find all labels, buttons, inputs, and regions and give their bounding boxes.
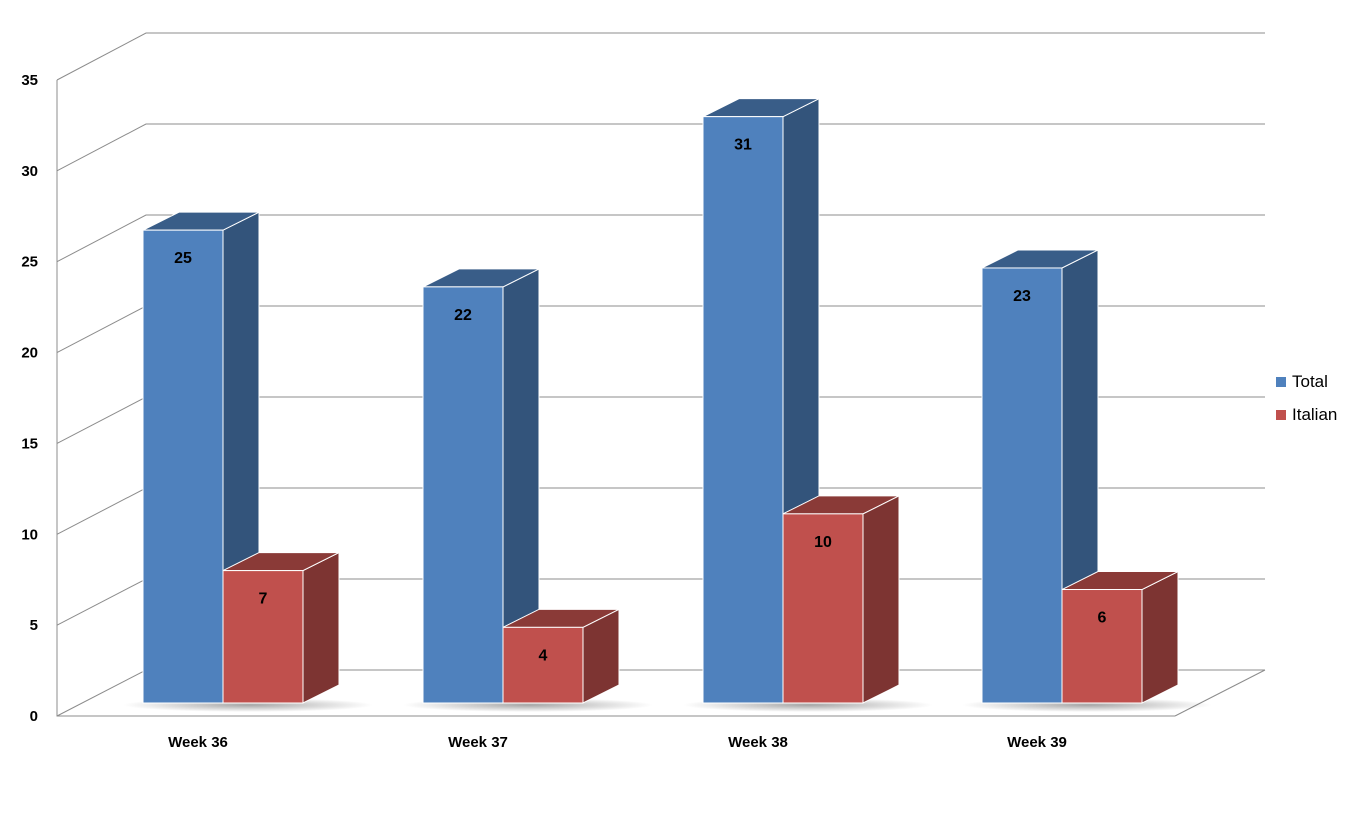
bar-front-face xyxy=(702,116,784,704)
y-tick-label: 15 xyxy=(21,435,38,452)
data-label: 25 xyxy=(174,250,192,267)
x-tick-label: Week 37 xyxy=(448,734,508,751)
legend-label-total: Total xyxy=(1292,371,1328,391)
gridline xyxy=(56,214,1265,263)
x-tick-label: Week 39 xyxy=(1007,734,1067,751)
bar-italian-week-37 xyxy=(502,608,620,704)
y-tick-label: 5 xyxy=(30,617,38,634)
gridline xyxy=(56,32,1265,81)
bar-side-face xyxy=(302,551,340,704)
legend-swatch-italian xyxy=(1276,409,1286,420)
y-axis-ticks: 0 5 10 15 20 25 30 35 xyxy=(21,72,38,725)
data-label: 23 xyxy=(1013,288,1031,305)
legend-item-italian[interactable]: Italian xyxy=(1276,398,1337,431)
gridline xyxy=(56,123,1265,172)
y-tick-label: 30 xyxy=(21,163,38,180)
bar-front-face xyxy=(502,626,584,704)
bar-italian-week-39 xyxy=(1061,570,1179,704)
legend-swatch-total xyxy=(1276,376,1286,387)
bar-front-face xyxy=(222,570,304,704)
y-tick-label: 10 xyxy=(21,526,38,543)
floor-right-edge xyxy=(1174,669,1266,717)
data-label: 31 xyxy=(734,137,752,154)
data-label: 6 xyxy=(1098,610,1107,627)
data-label: 10 xyxy=(814,534,832,551)
y-tick-label: 25 xyxy=(21,254,38,271)
bar-front-face xyxy=(981,267,1063,704)
bar-side-face xyxy=(862,495,900,704)
bar-front-face xyxy=(142,229,224,704)
y-tick-label: 0 xyxy=(30,708,38,725)
x-tick-label: Week 38 xyxy=(728,734,788,751)
bar-front-face xyxy=(422,286,504,704)
legend: Total Italian xyxy=(1276,365,1337,431)
y-tick-label: 35 xyxy=(21,72,38,89)
bar-total-week-37 xyxy=(422,268,540,704)
data-labels: 25 7 22 4 31 10 23 6 xyxy=(174,137,1106,665)
bar-italian-week-38 xyxy=(782,495,900,704)
bar-front-face xyxy=(782,513,864,704)
data-label: 22 xyxy=(454,307,472,324)
bar-front-face xyxy=(1061,589,1143,704)
bars xyxy=(142,97,1179,704)
bar-side-face xyxy=(1141,570,1179,704)
legend-item-total[interactable]: Total xyxy=(1276,365,1337,398)
x-axis-labels: Week 36 Week 37 Week 38 Week 39 xyxy=(168,734,1067,751)
bar-italian-week-36 xyxy=(222,551,340,704)
data-label: 7 xyxy=(259,591,268,608)
data-label: 4 xyxy=(539,647,548,664)
legend-label-italian: Italian xyxy=(1292,404,1338,424)
y-tick-label: 20 xyxy=(21,345,38,362)
x-tick-label: Week 36 xyxy=(168,734,228,751)
